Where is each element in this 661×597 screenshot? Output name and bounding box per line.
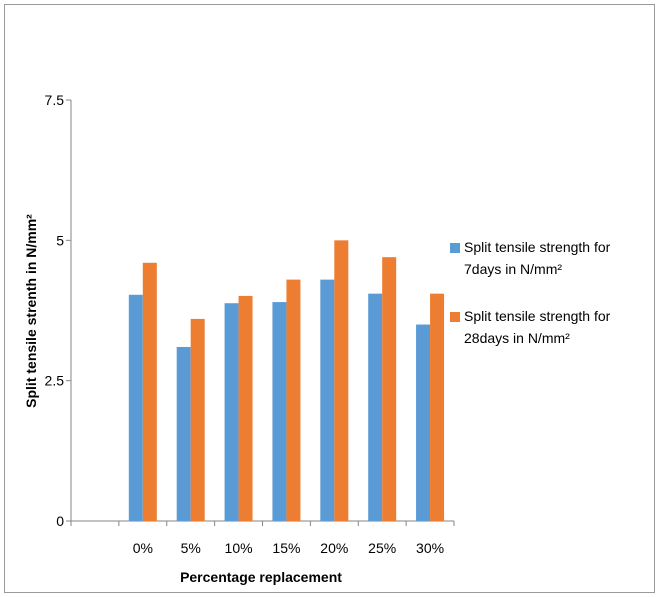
bar-series-2	[238, 295, 253, 521]
y-tick-labels: 0 2.5 5 7.5	[45, 92, 65, 529]
legend-label: Split tensile strength for	[464, 239, 611, 255]
y-axis-title: Split tensile strenth in N/mm²	[23, 214, 39, 408]
bar-series-2	[142, 262, 157, 521]
x-tick-label: 25%	[368, 540, 396, 556]
legend-label: 7days in N/mm²	[464, 261, 562, 277]
bar-series-1	[320, 279, 335, 521]
legend-swatch	[450, 243, 460, 253]
y-tick-label: 2.5	[45, 373, 65, 389]
x-axis-title: Percentage replacement	[180, 569, 342, 585]
bar-series-1	[272, 302, 287, 521]
legend-label: 28days in N/mm²	[464, 330, 570, 346]
x-tick-label: 20%	[320, 540, 348, 556]
x-tick-label: 15%	[272, 540, 300, 556]
legend: Split tensile strength for 7days in N/mm²…	[450, 239, 611, 346]
bar-series-2	[430, 293, 445, 521]
legend-label: Split tensile strength for	[464, 308, 611, 324]
bar-series-2	[286, 279, 301, 521]
x-tick-label: 10%	[225, 540, 253, 556]
x-tick-labels: 0% 5% 10% 15% 20% 25% 30%	[133, 540, 444, 556]
bar-series-1	[176, 346, 191, 521]
y-tick-label: 0	[56, 513, 64, 529]
bar-series-1	[128, 294, 143, 521]
bar-series-1	[368, 293, 383, 521]
bar-series-2	[334, 240, 349, 522]
bar-series-1	[416, 324, 431, 521]
x-tick-label: 5%	[181, 540, 201, 556]
x-tick-label: 30%	[416, 540, 444, 556]
legend-swatch	[450, 312, 460, 322]
bars	[128, 240, 445, 522]
y-tick-label: 7.5	[45, 92, 65, 108]
y-tick-label: 5	[56, 232, 64, 248]
bar-series-2	[190, 318, 205, 521]
bar-series-1	[224, 303, 239, 521]
x-tick-label: 0%	[133, 540, 153, 556]
bar-series-2	[382, 257, 397, 521]
